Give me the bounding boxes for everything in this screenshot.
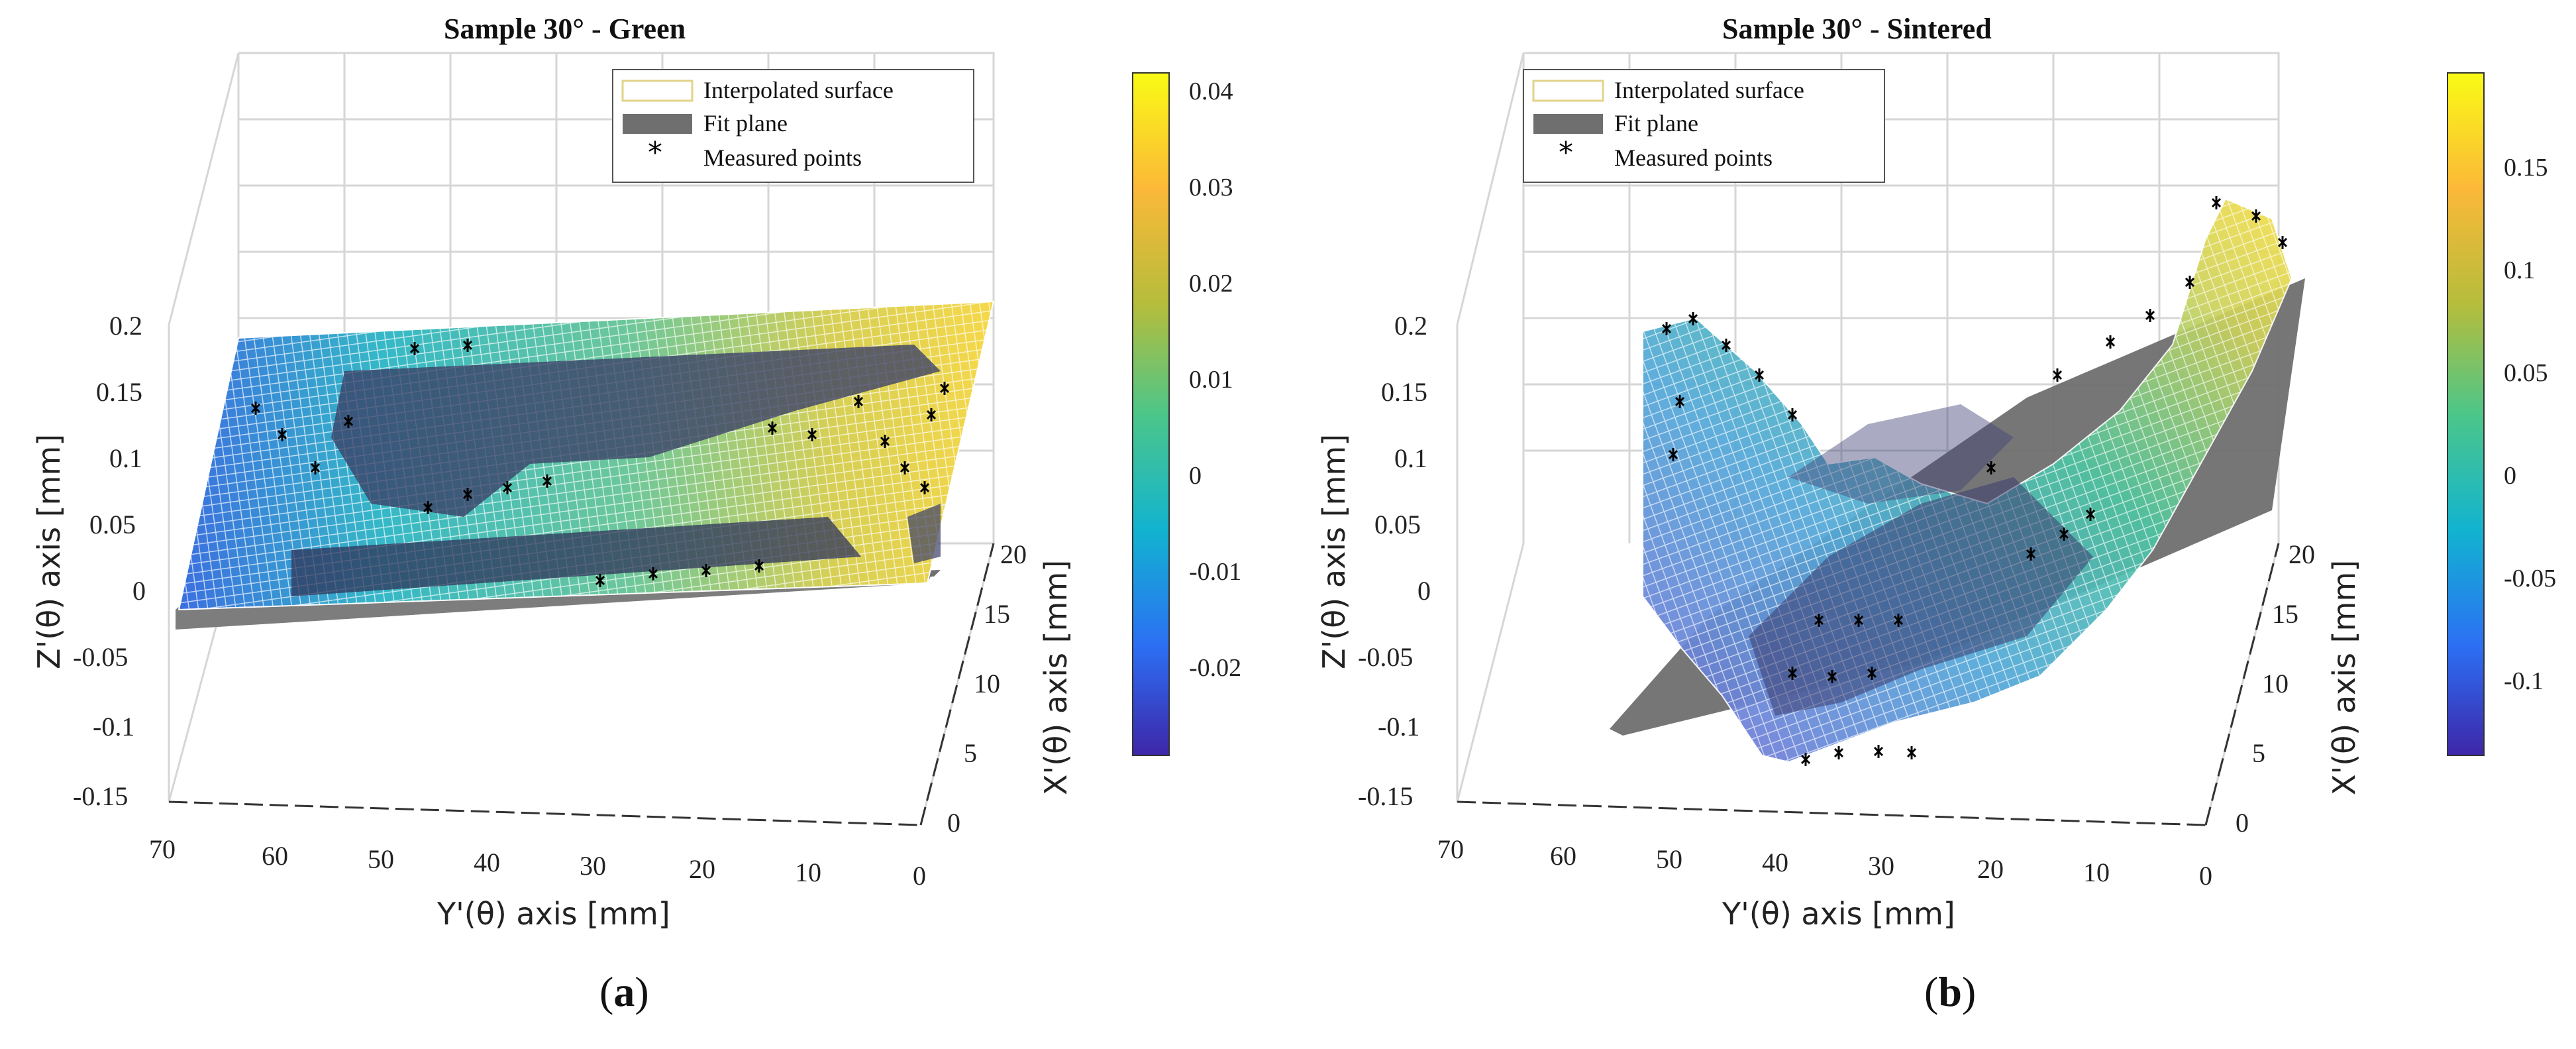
axis-ticks-b: 0.2 0.15 0.1 0.05 0 -0.05 -0.1 -0.15 70 … (1358, 311, 2315, 891)
colorbar-tick: -0.02 (1189, 654, 1241, 682)
y-tick: 40 (1762, 848, 1788, 877)
legend-swatch-plane (1533, 114, 1603, 134)
legend-label: Measured points (1614, 144, 1773, 171)
colorbar-tick: -0.1 (2504, 667, 2544, 695)
z-tick: 0.1 (109, 443, 142, 473)
colorbar-tick: 0.04 (1189, 78, 1233, 105)
legend-swatch-points: * (648, 136, 662, 170)
y-tick: 60 (1550, 841, 1576, 871)
y-axis-label: Y'(θ) axis [mm] (437, 896, 670, 932)
legend-label: Fit plane (703, 110, 788, 137)
x-tick: 5 (964, 738, 977, 768)
y-tick: 0 (913, 861, 926, 891)
grid-b (1456, 52, 2280, 826)
colorbar-b: 0.15 0.1 0.05 0 -0.05 -0.1 (2447, 72, 2556, 756)
panel-label-b: (b) (1924, 968, 1977, 1015)
colorbar-a: 0.04 0.03 0.02 0.01 0 -0.01 -0.02 (1132, 72, 1241, 756)
colorbar-tick: 0.01 (1189, 366, 1233, 394)
z-tick: 0.2 (109, 311, 142, 341)
x-tick: 10 (2262, 669, 2289, 698)
legend-swatch-points: * (1559, 136, 1573, 170)
z-axis-label: Z'(θ) axis [mm] (1316, 434, 1352, 669)
z-tick: 0.2 (1394, 311, 1427, 341)
y-tick: 60 (262, 841, 288, 871)
y-tick: 30 (580, 851, 606, 881)
panel-b: 0.2 0.15 0.1 0.05 0 -0.05 -0.1 -0.15 70 … (1316, 13, 2556, 932)
y-tick: 20 (1977, 854, 2004, 884)
y-axis-label: Y'(θ) axis [mm] (1722, 896, 1955, 932)
x-tick: 15 (984, 599, 1010, 629)
plane-cut-b (1749, 477, 2093, 716)
z-tick: -0.1 (93, 712, 134, 742)
y-tick: 30 (1868, 851, 1894, 881)
z-tick: -0.15 (1358, 781, 1413, 811)
panel-a: 0.2 0.15 0.1 0.05 0 -0.05 -0.1 -0.15 70 … (31, 13, 1241, 932)
x-axis-label: X'(θ) axis [mm] (1038, 560, 1074, 795)
z-tick: 0.05 (1374, 510, 1421, 539)
axis-ticks-a: 0.2 0.15 0.1 0.05 0 -0.05 -0.1 -0.15 70 … (73, 311, 1027, 891)
colorbar-tick: 0.02 (1189, 270, 1233, 298)
z-tick: 0 (132, 576, 146, 606)
colorbar-tick: -0.01 (1189, 558, 1241, 586)
y-tick: 10 (2083, 857, 2110, 887)
y-tick: 0 (2199, 861, 2212, 891)
z-tick: -0.05 (73, 642, 128, 672)
legend-swatch-surface (621, 80, 694, 102)
legend-label: Fit plane (1614, 110, 1698, 137)
y-tick: 70 (149, 834, 176, 864)
y-tick: 70 (1437, 834, 1464, 864)
y-tick: 50 (1656, 844, 1682, 874)
measured-points-b (1661, 196, 2288, 766)
colorbar-tick: -0.05 (2504, 565, 2556, 592)
z-tick: 0 (1417, 576, 1431, 606)
z-tick: 0.15 (96, 377, 142, 407)
legend-swatch-surface (1532, 80, 1604, 102)
colorbar-tick: 0.1 (2504, 256, 2536, 284)
title-a: Sample 30° - Green (444, 13, 686, 45)
x-tick: 20 (1000, 539, 1027, 569)
x-tick: 20 (2289, 539, 2315, 569)
z-tick: -0.15 (73, 781, 128, 811)
x-tick: 0 (2236, 808, 2249, 838)
x-tick: 0 (947, 808, 960, 838)
z-tick: -0.1 (1378, 712, 1419, 742)
title-b: Sample 30° - Sintered (1722, 13, 1992, 45)
y-tick: 20 (689, 854, 715, 884)
z-axis-label: Z'(θ) axis [mm] (31, 434, 67, 669)
z-tick: 0.05 (89, 510, 136, 539)
legend-swatch-plane (623, 114, 692, 134)
y-tick: 10 (795, 857, 821, 887)
x-tick: 10 (974, 669, 1000, 698)
colorbar-tick: 0 (2504, 462, 2516, 490)
legend-a: * Interpolated surface Fit plane Measure… (612, 69, 974, 183)
z-tick: -0.05 (1358, 642, 1413, 672)
legend-label: Measured points (703, 144, 862, 171)
legend-label: Interpolated surface (1614, 77, 1804, 103)
x-tick: 5 (2252, 738, 2265, 768)
legend-b: * Interpolated surface Fit plane Measure… (1523, 69, 1885, 183)
measured-points-a (250, 339, 950, 587)
colorbar-tick: 0.03 (1189, 174, 1233, 201)
z-tick: 0.1 (1394, 443, 1427, 473)
y-tick: 50 (368, 844, 394, 874)
panel-label-a: (a) (599, 968, 649, 1015)
colorbar-tick: 0 (1189, 462, 1202, 490)
plane-cut-a (331, 345, 941, 517)
colorbar-tick: 0.05 (2504, 359, 2548, 387)
colorbar-tick: 0.15 (2504, 154, 2548, 182)
legend-label: Interpolated surface (703, 77, 894, 103)
x-tick: 15 (2272, 599, 2298, 629)
x-axis-label: X'(θ) axis [mm] (2326, 560, 2362, 795)
z-tick: 0.15 (1381, 377, 1427, 407)
y-tick: 40 (474, 848, 500, 877)
